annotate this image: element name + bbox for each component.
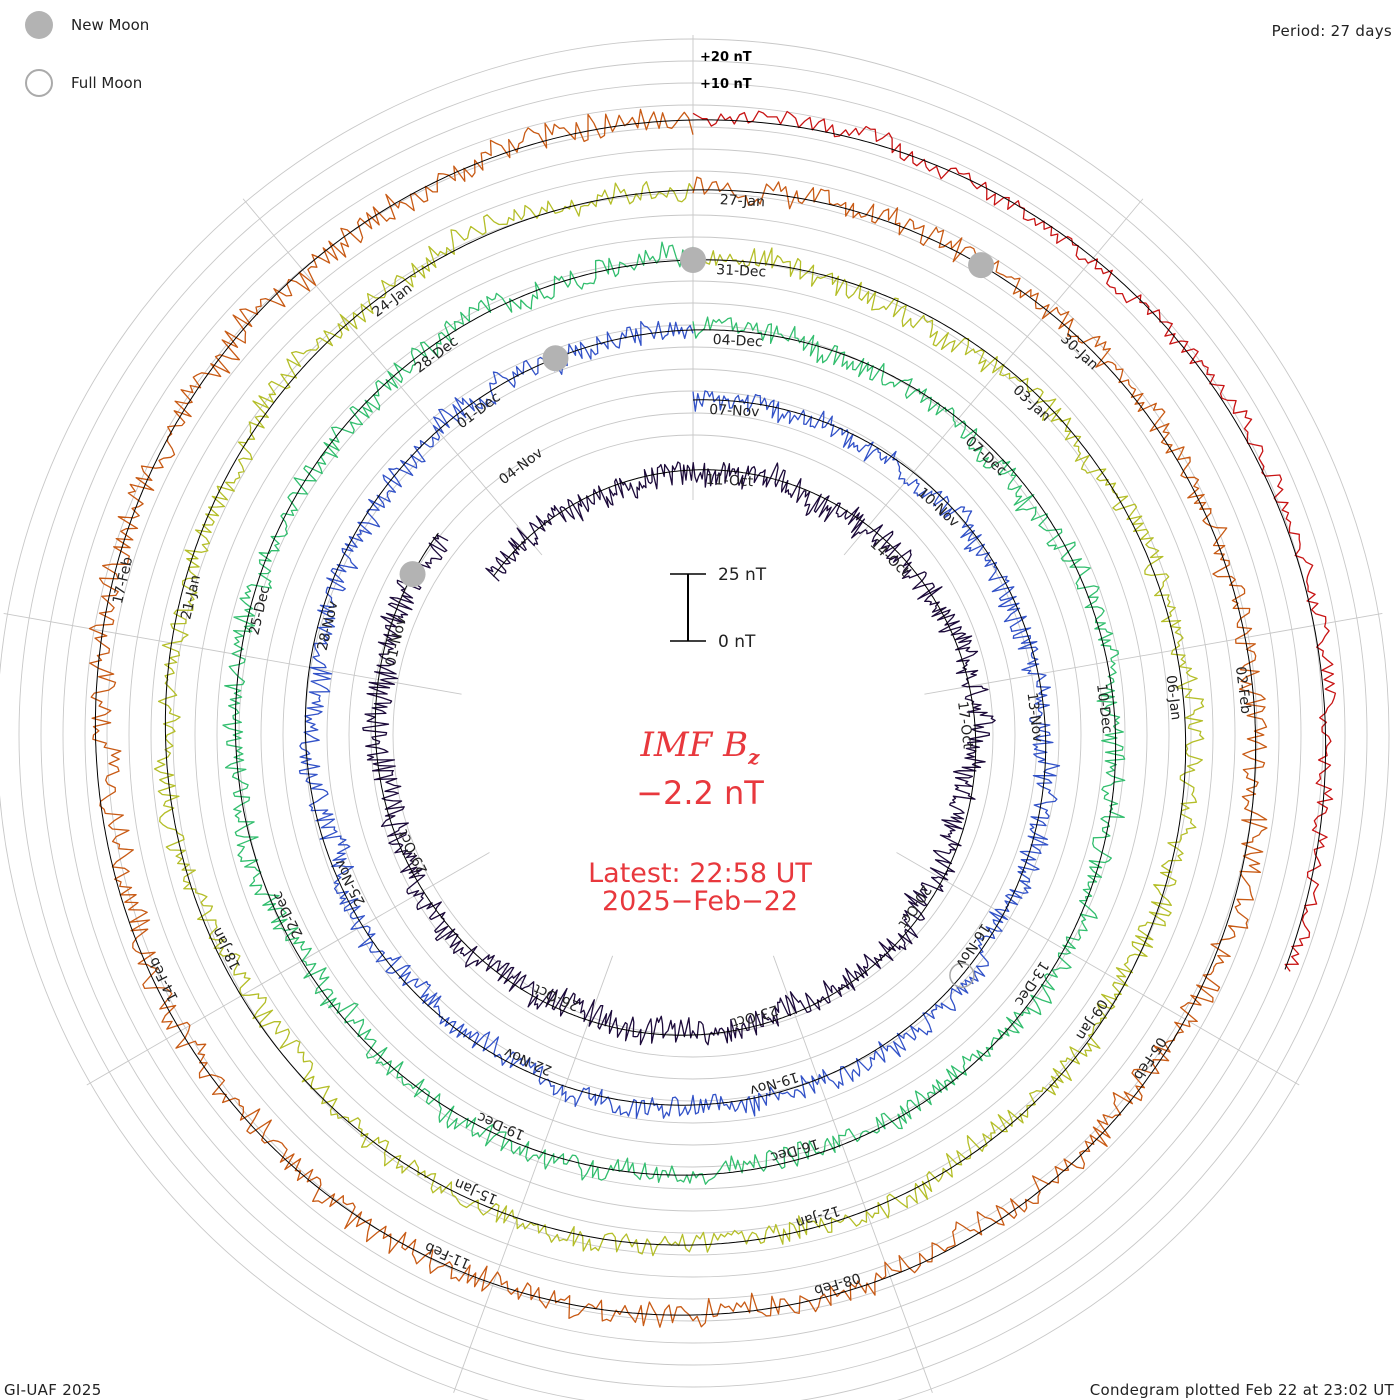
chart-title-subscript: z xyxy=(748,744,760,769)
date-label: 11-Oct xyxy=(705,472,754,490)
date-label: 31-Dec xyxy=(716,262,767,281)
footer-credit: GI-UAF 2025 xyxy=(4,1381,102,1399)
series-baseline xyxy=(304,329,1047,1106)
current-value: −2.2 nT xyxy=(636,774,764,812)
date-label: 25-Dec xyxy=(246,584,273,636)
grid-spoke xyxy=(843,198,1144,556)
date-label: 14-Oct xyxy=(867,536,913,580)
scale-bar: 25 nT 0 nT xyxy=(670,565,767,652)
latest-date: 2025−Feb−22 xyxy=(601,886,799,917)
outer-scale-labels: +20 nT +10 nT xyxy=(700,50,752,92)
date-label: 07-Nov xyxy=(709,402,760,421)
series-line xyxy=(88,108,1268,1328)
date-label: 27-Jan xyxy=(719,192,765,210)
series-baseline xyxy=(164,189,1187,1246)
date-label: 09-Jan xyxy=(1072,996,1110,1043)
grid-spoke xyxy=(924,613,1383,695)
full-moon-marker xyxy=(949,962,975,989)
date-label: 17-Feb xyxy=(110,555,136,605)
grid-spoke xyxy=(896,852,1300,1086)
full-moon-icon xyxy=(25,69,53,97)
period-label: Period: 27 days xyxy=(1271,22,1392,40)
chart-title-text: IMF B xyxy=(640,725,749,765)
date-label: 21-Jan xyxy=(178,573,204,621)
full-moon-label: Full Moon xyxy=(71,74,143,92)
latest-time: Latest: 22:58 UT xyxy=(588,858,812,889)
date-label: 22-Nov xyxy=(502,1044,554,1078)
date-label: 16-Nov xyxy=(952,920,993,971)
footer-plot-time: Condegram plotted Feb 22 at 23:02 UT xyxy=(1089,1381,1394,1399)
outer-scale-label: +20 nT xyxy=(700,50,752,65)
series-baseline xyxy=(234,259,1117,1176)
date-label: 01-Nov xyxy=(383,615,410,668)
date-label: 13-Nov xyxy=(1024,692,1046,744)
new-moon-marker xyxy=(399,561,426,588)
series-baseline xyxy=(374,469,977,1036)
date-label: 06-Jan xyxy=(1162,674,1183,721)
date-label: 17-Oct xyxy=(954,700,976,750)
series-line xyxy=(692,110,1337,972)
series-line xyxy=(298,320,1061,1119)
scale-bar-label: 0 nT xyxy=(718,632,756,652)
series-line xyxy=(153,181,1205,1257)
grid-spoke xyxy=(86,852,490,1086)
new-moon-label: New Moon xyxy=(71,16,150,34)
date-label: 26-Oct xyxy=(531,980,581,1013)
scale-bar-label: 25 nT xyxy=(718,565,767,585)
legend-full-moon: Full Moon xyxy=(25,69,142,97)
date-label: 04-Nov xyxy=(496,445,546,488)
outer-scale-label: +10 nT xyxy=(700,77,752,92)
chart-title: IMF Bz xyxy=(0,725,1400,769)
date-label: 10-Dec xyxy=(1093,683,1115,735)
series-baseline xyxy=(94,119,1257,1316)
new-moon-marker xyxy=(968,252,995,279)
moon-markers xyxy=(399,247,995,989)
date-label: 28-Nov xyxy=(315,600,342,653)
grid-spoke xyxy=(453,955,614,1393)
date-label: 04-Dec xyxy=(712,332,763,351)
series-layer xyxy=(88,108,1337,1328)
new-moon-marker xyxy=(542,345,569,372)
grid-spoke xyxy=(772,955,933,1393)
new-moon-icon xyxy=(25,11,53,39)
date-label: 07-Dec xyxy=(962,433,1009,479)
series-line xyxy=(222,241,1126,1185)
date-label: 02-Feb xyxy=(1232,665,1254,714)
grid-layer xyxy=(0,35,1390,1400)
series-baseline xyxy=(692,119,1327,970)
date-label: 03-Jan xyxy=(1010,382,1054,425)
legend-new-moon: New Moon xyxy=(25,11,149,39)
series-line xyxy=(362,461,996,1046)
zero-baseline xyxy=(94,119,1327,1316)
new-moon-marker xyxy=(680,247,706,273)
